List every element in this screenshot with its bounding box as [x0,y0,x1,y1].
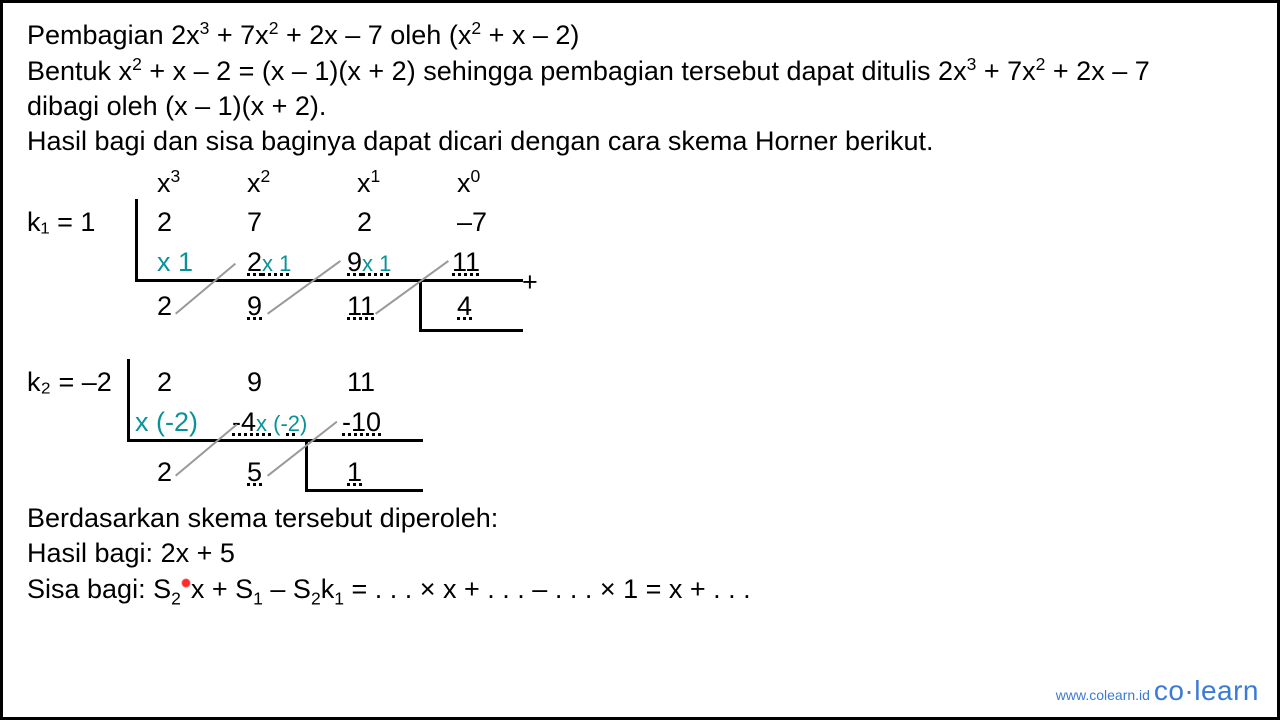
exp: 3 [967,54,977,74]
header-x3: x3 [157,165,180,201]
brand-logo: co·learn [1154,675,1259,706]
exp: 2 [1036,54,1046,74]
sub: 2 [311,588,321,608]
cursor-dot [181,578,191,588]
conclusion-1: Berdasarkan skema tersebut diperoleh: [27,501,1253,536]
text: Pembagian 2x [27,20,200,50]
text: + x – 2) [481,20,579,50]
exp: 2 [269,18,279,38]
result-box-v1 [419,281,422,331]
horner-scheme: x3 x2 x1 x0 k₁ = 1 2 7 2 –7 x 1 2x 1 9x … [27,165,557,495]
brand-url: www.colearn.id [1056,687,1150,703]
exp: 2 [471,18,481,38]
r2c3: 11 [347,365,375,400]
bracket-h1 [135,279,523,282]
result-box-h2 [305,489,423,492]
r1c1: 2 [157,205,172,240]
document-content: Pembagian 2x3 + 7x2 + 2x – 7 oleh (x2 + … [3,3,1277,624]
r1r1: 2 [157,289,172,324]
r1m3: 11 [452,245,480,280]
k1-label: k₁ = 1 [27,205,95,240]
conclusion-3: Sisa bagi: S2x + S1 – S2k1 = . . . × x +… [27,572,1253,610]
r2r1: 2 [157,455,172,490]
paragraph-line2: Bentuk x2 + x – 2 = (x – 1)(x + 2) sehin… [27,53,1253,89]
sub: 2 [171,588,181,608]
text: + 7x [976,56,1035,86]
paragraph-line4: Hasil bagi dan sisa baginya dapat dicari… [27,124,1253,159]
value-hasil: 2x + 5 [161,538,235,568]
text: + x – 2 = (x – 1)(x + 2) sehingga pembag… [142,56,967,86]
header-x1: x1 [357,165,380,201]
r1m-label: x 1 [157,245,193,280]
text: + 2x – 7 [1045,56,1149,86]
paragraph-line3: dibagi oleh (x – 1)(x + 2). [27,89,1253,124]
r1r4: 4 [457,289,472,324]
text: + 7x [209,20,268,50]
r2c2: 9 [247,365,262,400]
r2r3: 1 [347,455,362,490]
r1r2: 9 [247,289,262,324]
text: x + S [191,574,253,604]
label-sisa: Sisa bagi: S [27,574,171,604]
exp: 3 [200,18,210,38]
r2m2: -10 [342,405,381,440]
r1c3: 2 [357,205,372,240]
header-x2: x2 [247,165,270,201]
brand-footer: www.colearn.id co·learn [1056,675,1259,707]
text: = . . . × x + . . . – . . . × 1 = x + . … [344,574,751,604]
header-x0: x0 [457,165,480,201]
bracket-v2 [127,359,130,441]
conclusion-2: Hasil bagi: 2x + 5 [27,536,1253,571]
exp: 2 [132,54,142,74]
text: – S [263,574,311,604]
label-hasil: Hasil bagi: [27,538,161,568]
paragraph-line1: Pembagian 2x3 + 7x2 + 2x – 7 oleh (x2 + … [27,17,1253,53]
r2r2: 5 [247,455,262,490]
result-box-v2 [305,441,308,491]
r2m-label: x (-2) [135,405,198,440]
sub: 1 [253,588,263,608]
r1m2: 9x 1 [347,245,391,280]
k2-label: k₂ = –2 [27,365,112,400]
r1m1: 2x 1 [247,245,291,280]
r1c4: –7 [457,205,487,240]
text: + 2x – 7 oleh (x [278,20,471,50]
r2m1: -4x (-2) [232,405,307,440]
r2c1: 2 [157,365,172,400]
result-box-h1 [419,329,523,332]
plus-sign: + [522,265,538,300]
text: k [321,574,335,604]
r1c2: 7 [247,205,262,240]
bracket-v1 [135,199,138,281]
bracket-h2 [127,439,423,442]
sub: 1 [334,588,344,608]
text: Bentuk x [27,56,132,86]
r1r3: 11 [347,289,375,324]
